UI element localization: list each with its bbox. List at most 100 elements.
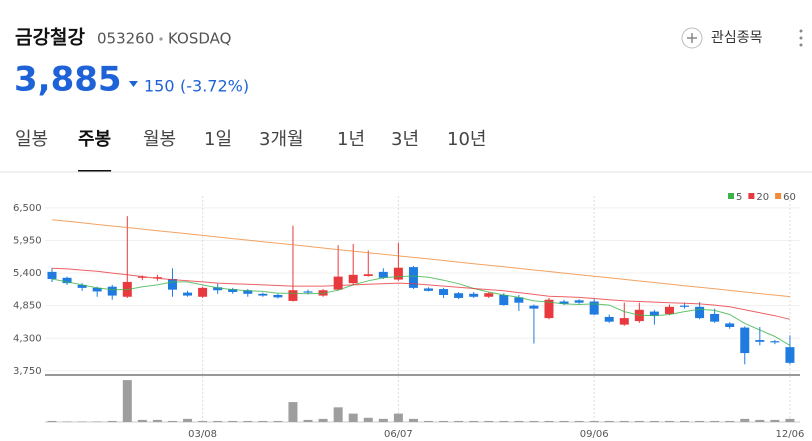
candle-body [740, 327, 750, 354]
volume-bar [228, 420, 238, 422]
volume-bar [243, 420, 253, 422]
candle-body [770, 341, 780, 343]
volume-bar [288, 402, 298, 422]
legend-label: 20 [756, 192, 769, 203]
volume-bar [393, 413, 403, 422]
moving-average [51, 275, 791, 346]
candle-body [529, 305, 539, 309]
change-pct: (-3.72%) [180, 77, 249, 96]
x-tick-label: 03/08 [188, 429, 217, 440]
market: KOSDAQ [168, 30, 231, 48]
volume-bar [514, 420, 524, 422]
candle-body [348, 274, 358, 284]
y-tick-label: 5,400 [13, 268, 42, 279]
volume-bar [318, 418, 328, 422]
volume-bar [122, 380, 132, 422]
candle-body [228, 289, 238, 293]
volume-bar [529, 420, 539, 422]
volume-bar [484, 420, 494, 422]
x-tick-label: 12/06 [776, 429, 805, 440]
candle-body [47, 271, 57, 279]
tab[interactable]: 1년 [337, 129, 365, 150]
price: 3,885 [14, 60, 122, 100]
candle-body [167, 278, 177, 290]
candle-body [484, 293, 494, 297]
volume-bar [785, 418, 795, 422]
volume-bar [167, 420, 177, 422]
volume-bar [213, 420, 223, 422]
volume-bar [77, 421, 87, 422]
volume-bar [770, 419, 780, 422]
candle-body [243, 290, 253, 294]
volume-bar [137, 419, 147, 422]
candle-body [680, 305, 690, 307]
volume-bar [62, 421, 72, 422]
tabs: 일봉 주봉 월봉 1일 3개월 1년 3년 10년 [15, 129, 486, 172]
volume-bar [424, 420, 433, 422]
volume-bar [408, 418, 418, 422]
candle-body [213, 287, 223, 291]
candle-body [544, 299, 554, 319]
volume-bar [604, 420, 614, 422]
legend-label: 5 [736, 192, 742, 203]
tab[interactable]: 3년 [391, 129, 419, 150]
plus-icon [681, 27, 703, 49]
candle-body [393, 267, 403, 280]
watch-button[interactable]: 관심종목 [681, 27, 763, 49]
candle-body [77, 284, 87, 288]
candle-body [604, 316, 614, 322]
watch-label: 관심종목 [711, 30, 763, 46]
candle-body [333, 276, 343, 290]
tab[interactable]: 주봉 [78, 129, 111, 150]
volume-bar [740, 418, 750, 422]
tab[interactable]: 10년 [447, 129, 486, 150]
volume-bar [258, 420, 268, 422]
candle-body [107, 286, 117, 296]
volume-bar [363, 417, 373, 422]
volume-bar [273, 420, 283, 422]
candle-body [258, 293, 268, 296]
y-tick-label: 3,750 [13, 366, 42, 377]
candle-body [499, 294, 509, 306]
candle-body [288, 290, 298, 301]
candle-body [574, 300, 584, 303]
candle-body [695, 306, 705, 319]
volume-bar [710, 420, 720, 422]
volume-bar [107, 420, 117, 422]
tab[interactable]: 월봉 [143, 129, 176, 150]
volume-bar [664, 420, 674, 422]
candle-body [439, 289, 449, 295]
volume-bar [92, 421, 102, 422]
volume-bar [559, 420, 569, 422]
volume-bar [649, 420, 659, 422]
candle-body [92, 287, 102, 292]
down-arrow [129, 81, 138, 87]
candle-body [785, 347, 795, 363]
candle-body [363, 274, 373, 277]
volume-bar [303, 419, 313, 422]
volume-bar [619, 420, 629, 422]
candle-body [152, 277, 162, 279]
volume-bar [634, 420, 644, 422]
volume-bar [198, 420, 208, 422]
tab[interactable]: 일봉 [15, 129, 48, 150]
volume-bar [152, 419, 162, 422]
candle-body [710, 313, 720, 322]
legend-label: 60 [783, 192, 796, 203]
tab[interactable]: 3개월 [259, 129, 304, 150]
more-menu[interactable] [799, 29, 803, 47]
y-tick-label: 5,950 [13, 235, 42, 246]
volume-bar [574, 420, 584, 422]
tab[interactable]: 1일 [204, 129, 232, 150]
separator [159, 37, 163, 41]
stock-name: 금강철강 [15, 27, 85, 49]
x-tick-label: 09/06 [580, 429, 609, 440]
candle-body [755, 340, 765, 342]
y-tick-label: 6,500 [13, 203, 42, 214]
candle-body [469, 293, 479, 297]
volume-bar [544, 420, 554, 422]
candle-body [273, 294, 283, 298]
volume-bar [499, 420, 509, 422]
candle-body [183, 292, 193, 296]
